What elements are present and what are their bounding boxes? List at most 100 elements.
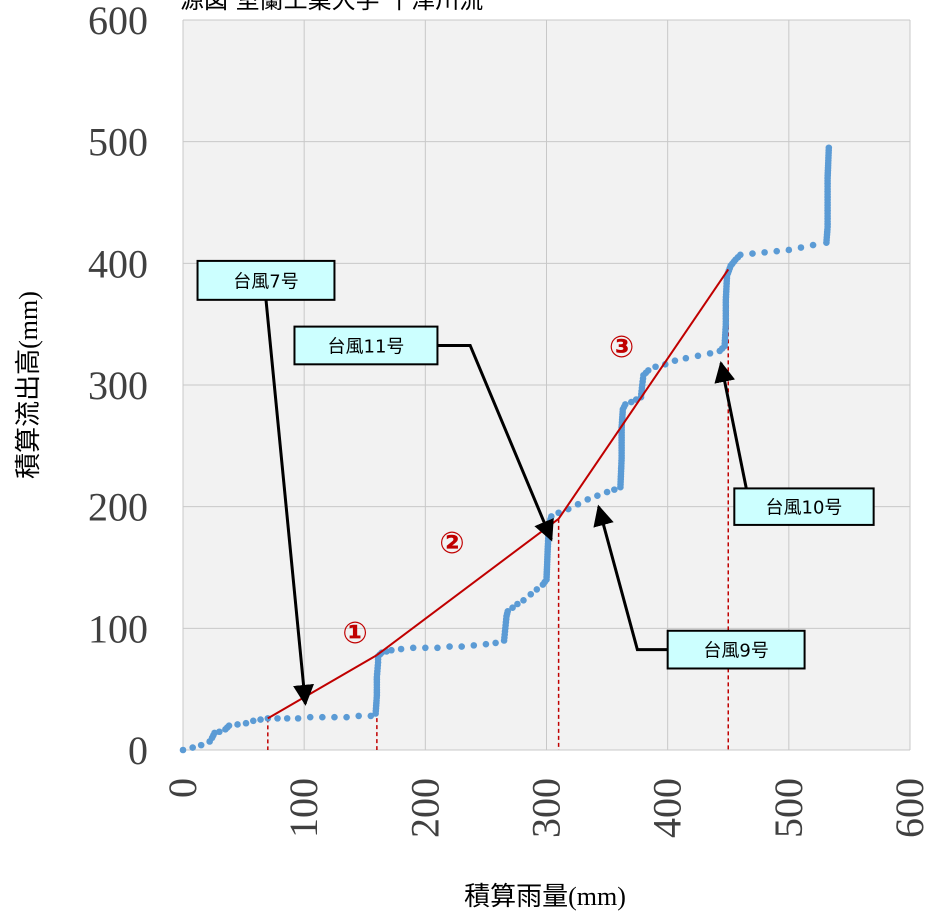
callout-label: 台風11号 [328,336,405,357]
callout-box [293,325,439,366]
data-point [737,251,744,259]
x-axis-title: 積算雨量(mm) [464,882,626,912]
callout-arrow [714,361,748,489]
data-point [234,721,241,728]
data-point [242,719,250,727]
data-point [343,713,350,721]
data-point [514,600,521,608]
y-tick-label: 400 [88,241,148,286]
data-point [331,713,338,721]
data-point [197,741,205,749]
data-point [504,608,512,615]
y-tick-label: 300 [88,363,148,408]
trend-segment [267,654,378,720]
y-tick-label: 200 [88,485,148,530]
trend-segment [557,268,730,520]
data-point [470,642,478,649]
data-point [761,249,768,256]
y-axis-title: 積算流出高(mm) [14,291,44,479]
data-point [644,367,652,374]
data-point [671,357,679,364]
callout-box [666,629,806,670]
x-tick-label: 500 [766,778,811,838]
x-tick-label: 600 [887,778,930,838]
data-point [409,644,417,652]
segment-labels: ① ② ③ [342,330,634,651]
x-tick-label: 100 [281,778,326,838]
segment-label: ① [342,616,367,651]
x-tick-label: 300 [524,778,569,838]
y-tick-label: 500 [88,120,148,165]
data-point [294,715,302,722]
data-point [825,144,833,152]
callout-arrow [264,299,314,706]
data-point [555,509,562,517]
data-point [785,246,793,254]
data-point [189,744,196,751]
segment-label: ③ [609,330,634,365]
data-point [520,597,527,604]
data-point [274,715,281,722]
data-point [257,716,264,723]
data-point [388,646,395,654]
data-point [694,352,702,360]
data-point [397,645,405,653]
callout-label: 台風7号 [233,271,298,292]
data-point [548,513,555,520]
callout-arrow [593,504,668,652]
callout-label: 台風10号 [766,498,843,519]
data-point [509,604,516,611]
y-tick-label: 600 [88,0,148,43]
data-point [422,644,429,652]
data-point [603,488,611,496]
y-tick-label: 0 [128,728,148,773]
callout-box [196,259,336,301]
data-point [611,486,618,493]
data-point [434,644,441,652]
callout-box [733,487,875,526]
data-point [584,496,591,503]
data-point [706,350,714,357]
x-tick-label: 0 [160,778,205,798]
y-tick-label: 100 [88,606,148,651]
data-point [527,590,535,598]
data-point [682,354,690,362]
y-tick-labels: 0 100 200 300 400 500 600 [88,0,148,773]
data-point [458,643,465,650]
data-point [216,728,223,736]
trend-segment [376,518,560,656]
data-point [179,746,187,754]
data-point [773,247,781,255]
data-point [249,717,257,725]
callout-arrow [437,343,554,542]
x-axis-title-unit: (mm) [568,882,626,911]
segment-label: ② [439,526,464,561]
data-point [594,492,601,500]
trend-lines [267,268,730,720]
x-tick-label: 400 [645,778,690,838]
data-point [621,401,629,408]
data-point [482,640,490,648]
data-point [749,250,756,257]
data-point [283,715,291,722]
data-point [355,712,362,720]
y-axis-title-text: 積算流出高 [14,349,44,479]
data-point [574,500,582,508]
data-point [492,639,499,647]
callout-label: 台風9号 [703,641,768,662]
data-point [652,363,659,371]
data-point [225,722,233,729]
x-tick-labels: 0 100 200 300 400 500 600 [160,778,930,838]
y-axis-title-unit: (mm) [14,291,43,349]
data-point [809,241,817,249]
chart-title: 源図 室蘭工業大学 千津川流 [180,0,483,14]
data-point [319,713,326,721]
data-point [533,586,541,593]
x-tick-label: 200 [402,778,447,838]
data-point [797,244,805,251]
data-point [306,713,314,721]
x-axis-title-text: 積算雨量 [464,882,568,912]
data-point [446,643,453,650]
